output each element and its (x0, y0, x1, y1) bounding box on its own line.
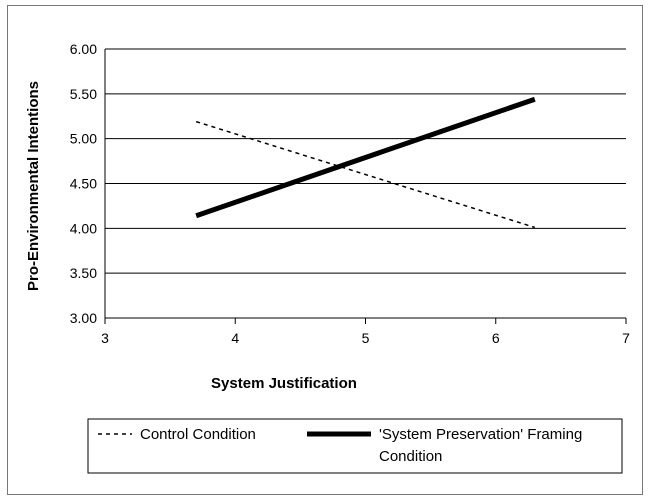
series-line-1 (195, 96, 536, 219)
y-tick-label-3: 4.50 (70, 176, 97, 192)
grid-lines (105, 48, 626, 319)
y-tick-label-0: 3.00 (70, 310, 97, 326)
x-tick-label-3: 6 (492, 330, 500, 346)
y-axis-title: Pro-Environmental Intentions (25, 81, 42, 291)
series-lines (195, 96, 536, 229)
x-tick-label-0: 3 (101, 330, 109, 346)
y-tick-label-6: 6.00 (70, 41, 97, 57)
x-tick-labels: 3 4 5 6 7 (101, 330, 630, 346)
y-tick-label-4: 5.00 (70, 131, 97, 147)
chart-frame: 3.00 3.50 4.00 4.50 5.00 5.50 6.00 3 4 5 6 7 Syste… (7, 5, 643, 495)
y-tick-label-1: 3.50 (70, 265, 97, 281)
legend-box (87, 418, 623, 474)
x-tick-label-2: 5 (362, 330, 370, 346)
legend-label-control: Control Condition (140, 426, 256, 443)
series-line-0 (195, 120, 536, 229)
x-tick-label-1: 4 (231, 330, 239, 346)
y-tick-label-2: 4.00 (70, 220, 97, 236)
y-tick-labels: 3.00 3.50 4.00 4.50 5.00 5.50 6.00 (70, 41, 97, 326)
x-tick-label-4: 7 (622, 330, 630, 346)
line-chart: 3.00 3.50 4.00 4.50 5.00 5.50 6.00 3 4 5 6 7 Syste… (25, 41, 630, 474)
legend: Control Condition 'System Preservation' … (87, 418, 623, 474)
legend-label-framing-line2: Condition (379, 448, 442, 465)
x-axis-title: System Justification (211, 375, 357, 392)
legend-label-framing-line1: 'System Preservation' Framing (379, 426, 582, 443)
axes (104, 49, 627, 324)
y-tick-label-5: 5.50 (70, 86, 97, 102)
